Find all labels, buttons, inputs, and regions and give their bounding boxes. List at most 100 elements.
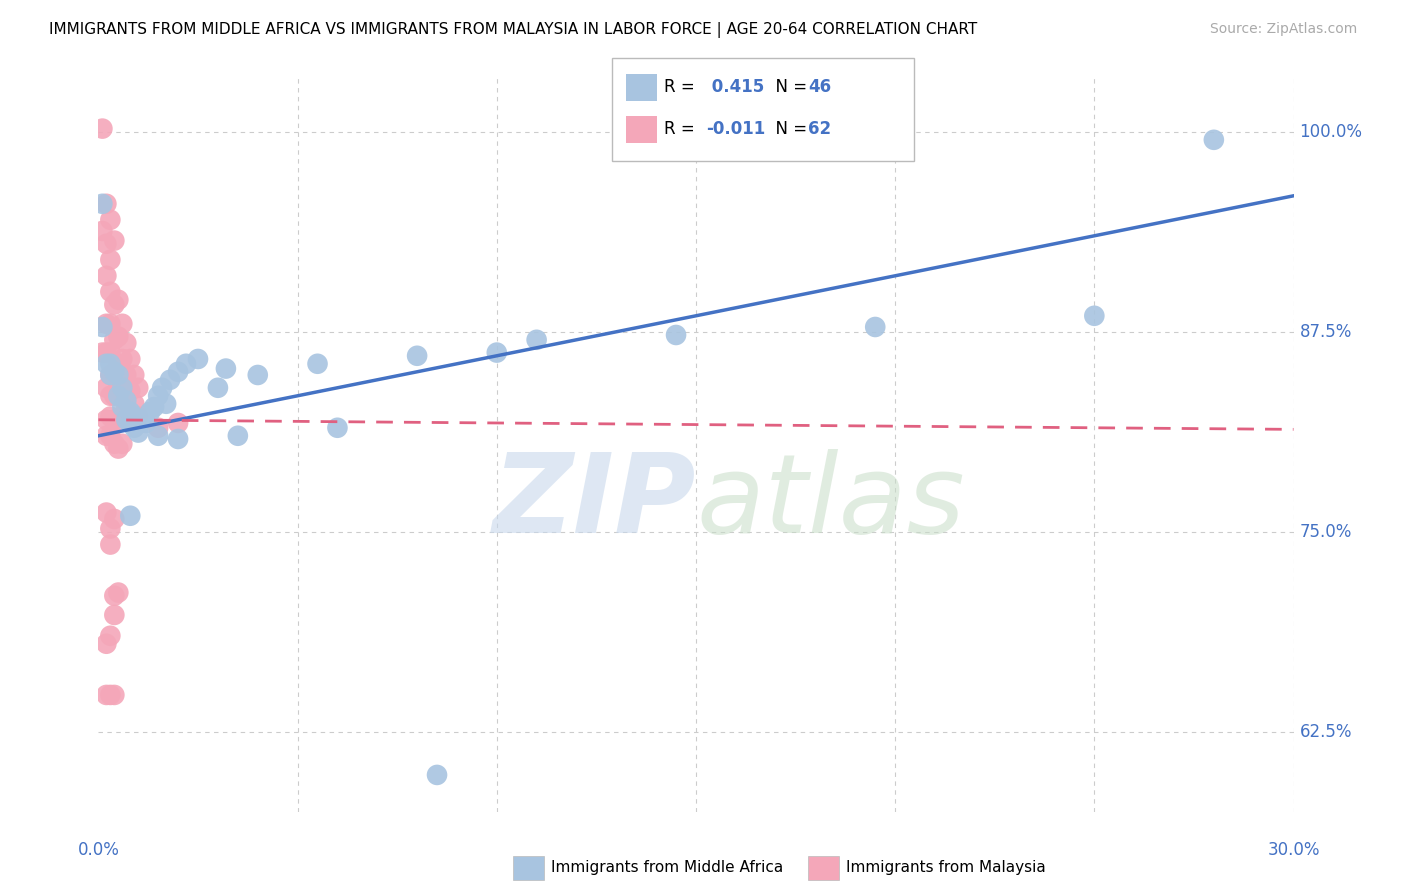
Point	[246, 368, 269, 382]
Point	[107, 389, 129, 403]
Point	[127, 416, 149, 430]
Point	[107, 293, 129, 307]
Point	[159, 373, 181, 387]
Text: Immigrants from Middle Africa: Immigrants from Middle Africa	[551, 860, 783, 874]
Point	[98, 345, 122, 359]
Point	[91, 345, 114, 359]
Point	[150, 381, 173, 395]
Point	[426, 768, 449, 782]
Point	[96, 357, 118, 371]
Point	[111, 317, 134, 331]
Text: Source: ZipAtlas.com: Source: ZipAtlas.com	[1209, 22, 1357, 37]
Point	[326, 421, 349, 435]
Point	[98, 522, 122, 536]
Text: N =: N =	[765, 120, 813, 138]
Point	[107, 357, 129, 371]
Text: R =: R =	[664, 78, 700, 96]
Point	[167, 432, 190, 446]
Text: 46: 46	[808, 78, 831, 96]
Point	[115, 393, 138, 408]
Point	[865, 320, 887, 334]
Point	[135, 416, 157, 430]
Point	[120, 508, 142, 523]
Point	[111, 351, 134, 366]
Text: 0.0%: 0.0%	[77, 840, 120, 858]
Text: Immigrants from Malaysia: Immigrants from Malaysia	[846, 860, 1046, 874]
Point	[96, 196, 118, 211]
Text: ZIP: ZIP	[492, 450, 696, 556]
Point	[139, 405, 162, 419]
Point	[107, 381, 129, 395]
Point	[124, 397, 146, 411]
Point	[91, 224, 114, 238]
Point	[103, 297, 125, 311]
Point	[167, 365, 190, 379]
Point	[103, 436, 125, 450]
Point	[131, 413, 153, 427]
Point	[103, 333, 125, 347]
Point	[111, 400, 134, 414]
Point	[187, 351, 209, 366]
Point	[98, 317, 122, 331]
Point	[98, 357, 122, 371]
Point	[96, 236, 118, 251]
Point	[148, 389, 170, 403]
Point	[111, 436, 134, 450]
Text: 100.0%: 100.0%	[1299, 123, 1362, 141]
Point	[98, 212, 122, 227]
Point	[167, 416, 190, 430]
Point	[485, 345, 508, 359]
Point	[406, 349, 429, 363]
Point	[96, 506, 118, 520]
Point	[103, 589, 125, 603]
Point	[215, 361, 238, 376]
Point	[96, 268, 118, 283]
Point	[103, 368, 125, 382]
Point	[103, 607, 125, 622]
Text: -0.011: -0.011	[706, 120, 765, 138]
Point	[1202, 133, 1225, 147]
Point	[98, 389, 122, 403]
Point	[98, 409, 122, 424]
Point	[127, 381, 149, 395]
Point	[526, 333, 548, 347]
Text: 30.0%: 30.0%	[1267, 840, 1320, 858]
Text: atlas: atlas	[696, 450, 965, 556]
Point	[98, 252, 122, 267]
Point	[98, 688, 122, 702]
Point	[120, 384, 142, 398]
Point	[115, 368, 138, 382]
Point	[111, 409, 134, 424]
Point	[103, 413, 125, 427]
Point	[98, 285, 122, 299]
Point	[665, 328, 688, 343]
Point	[107, 585, 129, 599]
Point	[98, 537, 122, 551]
Point	[96, 317, 118, 331]
Point	[111, 381, 134, 395]
Point	[174, 357, 197, 371]
Text: IMMIGRANTS FROM MIDDLE AFRICA VS IMMIGRANTS FROM MALAYSIA IN LABOR FORCE | AGE 2: IMMIGRANTS FROM MIDDLE AFRICA VS IMMIGRA…	[49, 22, 977, 38]
Point	[155, 397, 177, 411]
Point	[96, 688, 118, 702]
Point	[103, 365, 125, 379]
Point	[103, 688, 125, 702]
Point	[96, 345, 118, 359]
Text: 62.5%: 62.5%	[1299, 723, 1353, 740]
Point	[98, 368, 122, 382]
Point	[107, 413, 129, 427]
Point	[115, 413, 138, 427]
Point	[148, 429, 170, 443]
Point	[120, 351, 142, 366]
Point	[103, 389, 125, 403]
Point	[96, 637, 118, 651]
Point	[96, 413, 118, 427]
Point	[124, 409, 146, 424]
Text: 0.415: 0.415	[706, 78, 763, 96]
Point	[226, 429, 249, 443]
Point	[98, 629, 122, 643]
Point	[91, 196, 114, 211]
Point	[115, 336, 138, 351]
Point	[91, 320, 114, 334]
Point	[127, 425, 149, 440]
